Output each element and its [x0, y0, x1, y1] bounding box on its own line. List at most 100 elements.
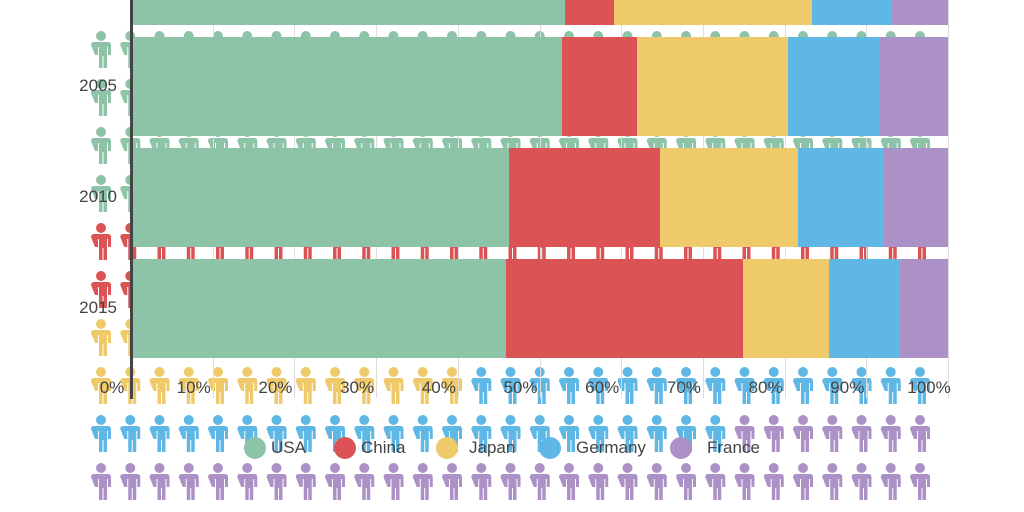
bar-2005	[131, 37, 948, 136]
person-icon	[354, 367, 375, 404]
person-icon	[676, 367, 696, 404]
bar-segment-germany[interactable]	[797, 148, 883, 247]
legend-item-usa[interactable]: USA	[244, 436, 306, 460]
y-axis-label: 2015	[79, 298, 117, 317]
bar-segment-china[interactable]	[506, 259, 743, 358]
person-icon	[120, 415, 141, 452]
person-icon	[91, 415, 111, 452]
person-icon	[910, 415, 930, 452]
person-icon	[471, 415, 492, 452]
bar-segment-japan[interactable]	[659, 148, 798, 247]
person-icon	[91, 319, 111, 356]
person-icon	[588, 463, 609, 500]
person-icon	[442, 463, 462, 500]
legend-label: France	[707, 438, 760, 457]
legend-item-france[interactable]: France	[670, 436, 760, 460]
y-axis-label: 2005	[79, 76, 117, 95]
legend-label: Germany	[576, 438, 646, 457]
person-icon	[383, 415, 404, 452]
person-icon	[763, 415, 784, 452]
person-icon	[880, 463, 901, 500]
person-icon	[91, 271, 111, 308]
person-icon	[412, 415, 433, 452]
bar-segment-japan[interactable]	[613, 0, 812, 25]
person-icon	[178, 463, 199, 500]
bar-segment-france[interactable]	[898, 259, 948, 358]
person-icon	[646, 463, 667, 500]
person-icon	[910, 367, 930, 404]
bar-segment-japan[interactable]	[636, 37, 788, 136]
person-icon	[822, 463, 843, 500]
person-icon	[266, 415, 287, 452]
person-icon	[295, 367, 316, 404]
bar-segment-france[interactable]	[882, 148, 948, 247]
x-axis-tick-label: 10%	[176, 378, 211, 397]
bar-segment-germany[interactable]	[811, 0, 893, 25]
person-icon	[880, 367, 901, 404]
person-icon	[588, 415, 609, 452]
bar-2000	[131, 0, 948, 25]
bar-segment-germany[interactable]	[787, 37, 879, 136]
person-icon	[91, 223, 111, 260]
person-icon	[91, 367, 111, 404]
person-icon	[237, 463, 258, 500]
x-axis-tick-label: 70%	[666, 378, 701, 397]
legend-dot-france-icon	[670, 437, 692, 459]
person-icon	[354, 415, 375, 452]
bar-segment-usa[interactable]	[131, 0, 565, 25]
legend-label: China	[361, 438, 406, 457]
person-icon	[412, 367, 433, 404]
person-icon	[851, 463, 872, 500]
legend-item-germany[interactable]: Germany	[539, 436, 646, 460]
legend-dot-china-icon	[334, 437, 356, 459]
bar-segment-china[interactable]	[564, 0, 614, 25]
person-icon	[208, 415, 228, 452]
person-icon	[442, 367, 462, 404]
bar-segment-usa[interactable]	[131, 148, 510, 247]
bar-segment-germany[interactable]	[828, 259, 899, 358]
x-axis-tick-label: 40%	[421, 378, 456, 397]
person-icon	[91, 463, 111, 500]
person-icon	[295, 463, 316, 500]
x-axis-tick-label: 90%	[830, 378, 865, 397]
person-icon	[851, 415, 872, 452]
person-icon	[412, 463, 433, 500]
person-icon	[617, 415, 638, 452]
bar-segment-france[interactable]	[878, 37, 948, 136]
y-axis-label: 2010	[79, 187, 117, 206]
person-icon	[120, 463, 141, 500]
person-icon	[91, 175, 111, 212]
bar-2010	[131, 148, 948, 247]
bar-segment-usa[interactable]	[131, 37, 563, 136]
person-icon	[793, 415, 813, 452]
legend-item-japan[interactable]: Japan	[436, 436, 515, 460]
bar-segment-china[interactable]	[562, 37, 637, 136]
legend-dot-germany-icon	[539, 437, 561, 459]
bar-segment-usa[interactable]	[131, 259, 506, 358]
person-icon	[822, 367, 843, 404]
legend-label: USA	[271, 438, 306, 457]
person-icon	[559, 367, 579, 404]
bar-segment-china[interactable]	[509, 148, 660, 247]
bar-segment-japan[interactable]	[742, 259, 829, 358]
person-icon	[383, 367, 404, 404]
legend-item-china[interactable]: China	[334, 436, 405, 460]
person-icon	[208, 367, 228, 404]
person-icon	[793, 367, 813, 404]
person-icon	[295, 415, 316, 452]
person-icon	[91, 127, 111, 164]
person-icon	[266, 463, 287, 500]
person-icon	[178, 367, 199, 404]
x-axis-tick-label: 50%	[503, 378, 538, 397]
bar-segment-france[interactable]	[892, 0, 948, 25]
legend-dot-japan-icon	[436, 437, 458, 459]
person-icon	[910, 463, 930, 500]
person-icon	[705, 463, 726, 500]
x-axis-tick-label: 60%	[585, 378, 620, 397]
legend-dot-usa-icon	[244, 437, 266, 459]
person-icon	[880, 415, 901, 452]
person-icon	[529, 463, 550, 500]
person-icon	[734, 463, 755, 500]
person-icon	[237, 367, 258, 404]
grid-line	[948, 0, 949, 398]
